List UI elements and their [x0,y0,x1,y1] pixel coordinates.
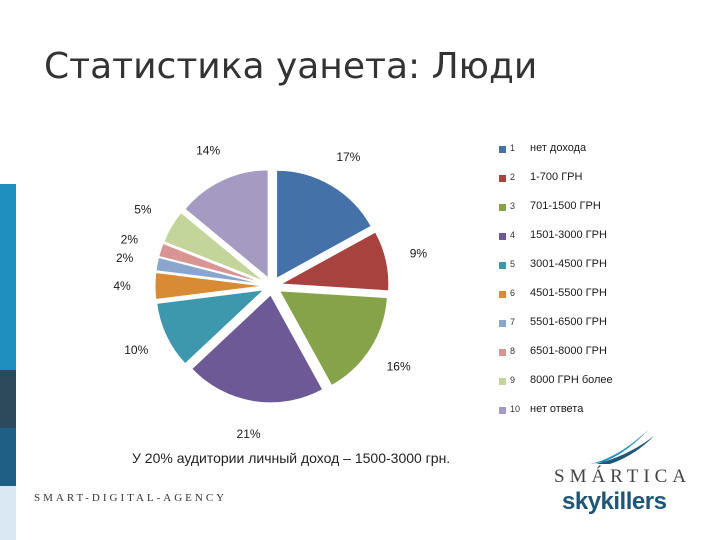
legend-swatch [499,349,506,356]
logo-skykillers-text: skykillers [562,488,667,515]
legend-swatch [499,378,506,385]
legend-swatch [499,175,506,182]
side-bar-segment-1 [0,184,16,370]
legend-number: 6 [510,288,516,298]
logo-swoosh-icon [590,430,654,464]
legend-number: 4 [510,230,516,240]
legend-label: 1-700 ГРН [530,171,583,183]
legend-swatch [499,146,506,153]
pie-slice-9 [163,211,265,282]
slice-label-10: 14% [196,143,220,157]
pie-slice-7 [155,256,264,285]
slice-label-8: 2% [121,233,139,247]
legend-number: 8 [510,346,516,356]
slice-label-4: 21% [237,427,261,441]
pie-slice-1 [276,169,372,280]
slice-label-9: 5% [134,203,152,217]
side-bar-segment-3 [0,428,16,486]
slice-label-2: 9% [410,246,428,260]
legend-swatch [499,204,506,211]
pie-slice-10 [184,169,269,279]
legend-number: 3 [510,201,516,211]
legend-number: 7 [510,317,516,327]
slice-label-1: 17% [336,150,360,164]
legend-swatch [499,291,506,298]
legend-swatch [499,320,506,327]
pie-slice-3 [278,290,388,387]
legend-number: 9 [510,375,516,385]
slide-title: Статистика уанета: Люди [44,46,538,87]
smartica-skykillers-logo: SMÁRTICA skykillers [548,422,698,522]
pie-slice-6 [154,271,264,301]
legend-label: 6501-8000 ГРН [530,345,607,357]
legend-label: нет дохода [530,142,587,154]
legend-label: 8000 ГРН более [530,374,613,386]
legend-number: 10 [510,404,521,414]
slice-label-5: 10% [124,343,148,357]
pie-slice-4 [191,294,324,404]
agency-name: SMART-DIGITAL-AGENCY [34,492,228,504]
pie-slice-8 [158,242,264,284]
legend-label: 5501-6500 ГРН [530,316,607,328]
legend-label: 3001-4500 ГРН [530,258,607,270]
legend-swatch [499,233,506,240]
logo-smartica-text: SMÁRTICA [554,466,692,487]
legend-label: 4501-5500 ГРН [530,287,607,299]
legend-number: 5 [510,259,516,269]
slice-label-3: 16% [387,359,411,373]
legend-label: 1501-3000 ГРН [530,229,607,241]
slide-caption: У 20% аудитории личный доход – 1500-3000… [132,450,451,466]
legend-number: 1 [510,143,516,153]
pie-slice-2 [279,231,390,292]
legend-swatch [499,407,506,414]
legend-swatch [499,262,506,269]
pie-slice-5 [156,289,266,365]
legend-number: 2 [510,172,516,182]
side-bar-segment-4 [0,486,16,540]
slice-label-6: 4% [113,279,131,293]
legend-label: нет ответа [530,403,584,415]
legend-label: 701-1500 ГРН [530,200,601,212]
side-bar-segment-2 [0,370,16,428]
slice-label-7: 2% [116,251,134,265]
